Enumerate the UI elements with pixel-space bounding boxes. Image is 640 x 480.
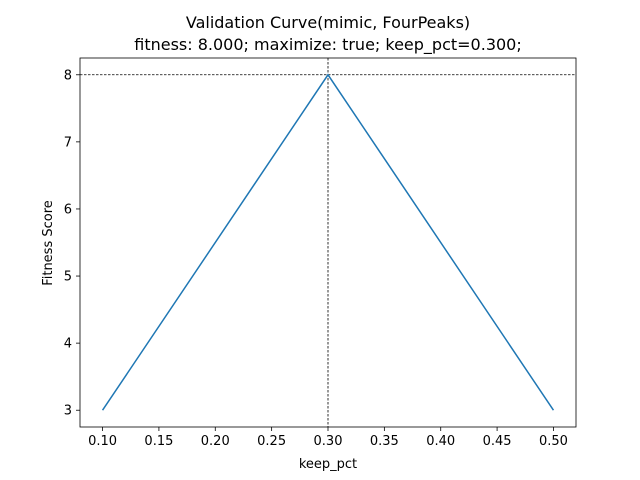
chart-title: Validation Curve(mimic, FourPeaks) — [186, 13, 470, 32]
y-tick-label: 8 — [64, 68, 72, 83]
plot-area: 0.10 0.15 0.20 0.25 0.30 0.35 0.40 0.45 0.50 3 4 5 6… — [64, 57, 577, 449]
x-tick-label: 0.10 — [88, 434, 117, 449]
y-tick-label: 7 — [64, 135, 72, 150]
x-tick-label: 0.15 — [144, 434, 173, 449]
series-line-0 — [101, 73, 555, 411]
x-tick-label: 0.35 — [370, 434, 399, 449]
y-tick-label: 4 — [64, 337, 72, 352]
x-tick-label: 0.30 — [314, 434, 343, 449]
x-tick-label: 0.45 — [483, 434, 512, 449]
x-tick-label: 0.50 — [539, 434, 568, 449]
x-tick-label: 0.25 — [257, 434, 286, 449]
y-tick-label: 6 — [64, 202, 72, 217]
y-tick-label: 5 — [64, 270, 72, 285]
chart-subtitle: fitness: 8.000; maximize: true; keep_pct… — [134, 35, 522, 55]
x-tick-label: 0.40 — [426, 434, 455, 449]
x-axis-label: keep_pct — [299, 457, 357, 472]
y-tick-label: 3 — [64, 404, 72, 419]
x-tick-label: 0.20 — [201, 434, 230, 449]
y-axis-label: Fitness Score — [41, 200, 56, 286]
